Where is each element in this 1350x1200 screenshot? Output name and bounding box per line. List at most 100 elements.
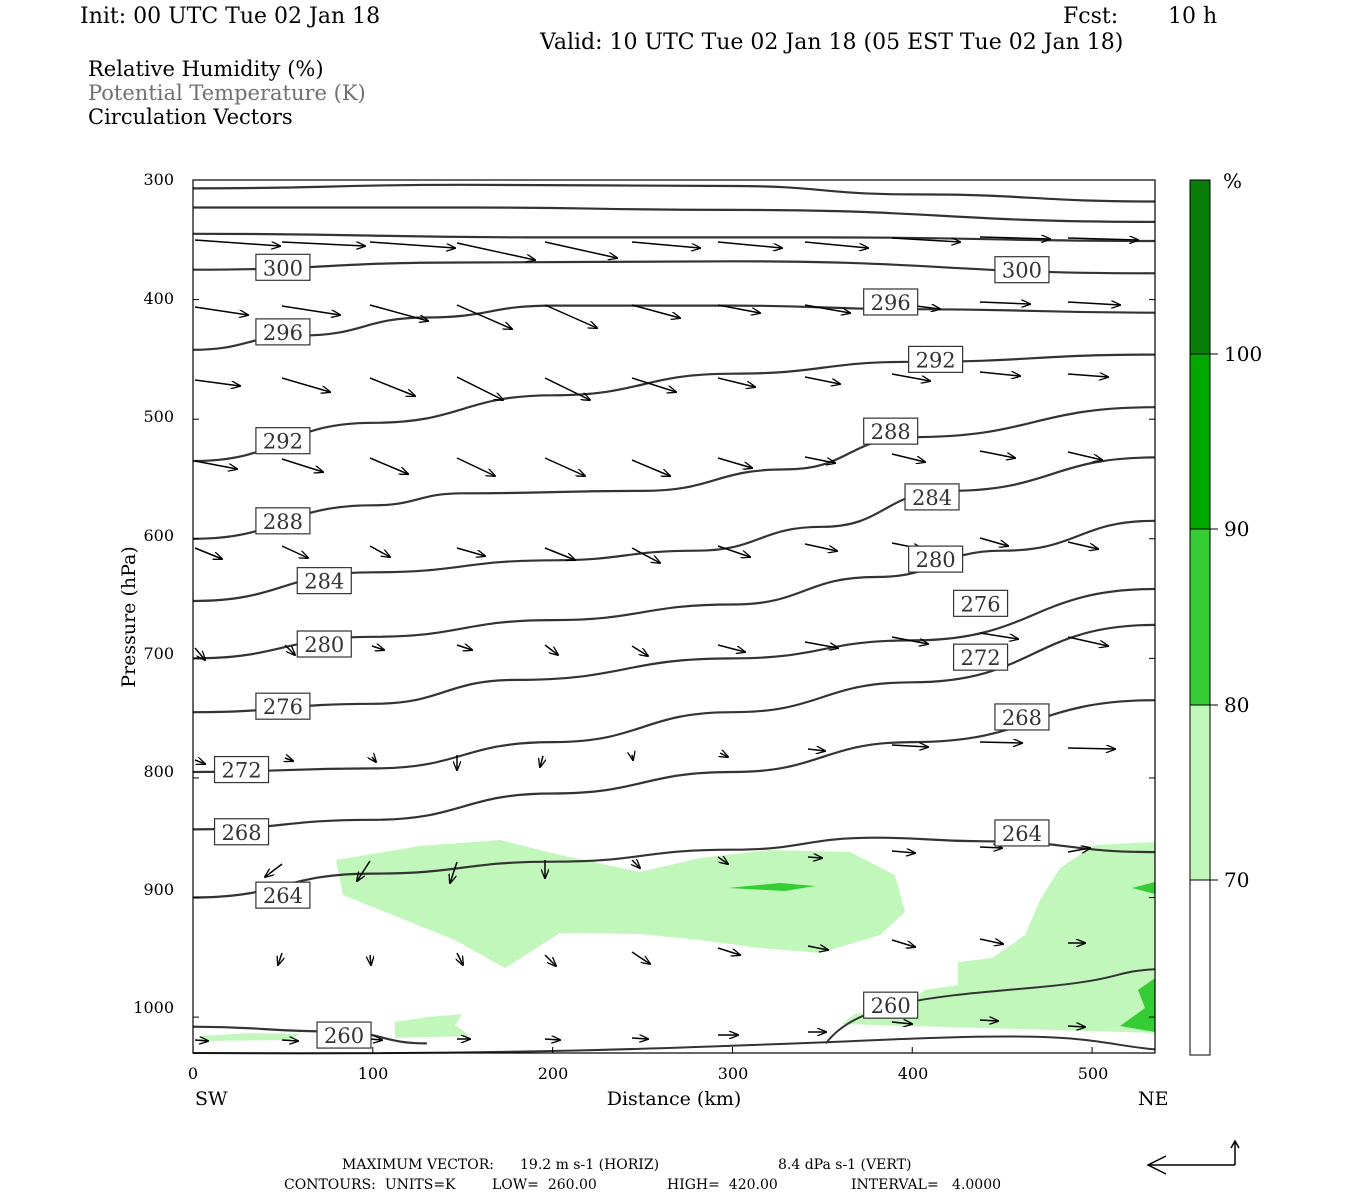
circulation-vector [369, 457, 408, 474]
circulation-vector [544, 377, 590, 400]
y-tick-label: 900 [143, 880, 174, 899]
circulation-vector [979, 372, 1020, 376]
circulation-vector [1067, 541, 1098, 549]
theta-label-text: 264 [1002, 822, 1042, 846]
circulation-vector [891, 851, 915, 853]
theta-label-text: 284 [912, 486, 952, 510]
circulation-vector [804, 456, 835, 463]
theta-label-box [213, 755, 270, 784]
circulation-vector [804, 543, 837, 551]
theta-label-284: 284 [904, 483, 960, 511]
theta-label-260: 260 [863, 991, 919, 1019]
circulation-vector [450, 861, 458, 883]
circulation-vector [369, 1039, 382, 1040]
rh-area-dark-streak [728, 883, 815, 891]
theta-label-text: 280 [304, 633, 344, 657]
theta-contour-labels: 300 3002962962922922882882842842802802762… [213, 253, 1050, 1049]
theta-label-260: 260 [316, 1021, 372, 1049]
theta-label-296: 296 [255, 318, 311, 346]
circulation-vector [194, 1040, 208, 1041]
forecast-hour-value: 10 h [1168, 4, 1218, 29]
max-vector-horiz: 19.2 m s-1 (HORIZ) [520, 1157, 660, 1173]
circulation-vector [370, 954, 371, 965]
rh-area-right-edge [1132, 882, 1155, 894]
circulation-vector [1067, 451, 1102, 460]
theta-label-box [863, 991, 919, 1019]
colorbar-label: 80 [1224, 693, 1249, 717]
circulation-vectors [194, 237, 1138, 1041]
rh-area-left-bottom-2 [395, 1014, 470, 1038]
theta-label-text: 264 [263, 884, 303, 908]
theta-label-box [213, 818, 270, 846]
theta-label-text: 268 [222, 821, 262, 845]
legend-rh: Relative Humidity (%) [88, 57, 324, 81]
theta-label-284: 284 [296, 567, 352, 595]
theta-label-box [296, 567, 352, 595]
circulation-vector [717, 377, 755, 387]
circulation-vector [544, 1039, 560, 1040]
circulation-vector [979, 302, 1030, 304]
colorbar-box-2 [1189, 528, 1211, 706]
theta-label-text: 276 [961, 592, 1001, 616]
y-tick-label: 400 [143, 289, 174, 308]
circulation-vector [804, 241, 868, 248]
max-vector-label: MAXIMUM VECTOR: [342, 1157, 494, 1173]
circulation-vector [891, 939, 915, 947]
theta-label-292: 292 [255, 427, 311, 455]
theta-label-box [908, 545, 964, 573]
theta-label-text: 284 [304, 570, 344, 594]
theta-label-text: 288 [871, 420, 911, 444]
circulation-vector [1067, 374, 1108, 377]
colorbar-box-1 [1189, 704, 1211, 881]
contours-low: LOW= 260.00 [492, 1177, 597, 1193]
x-tick-label: 500 [1078, 1064, 1109, 1083]
circulation-vector [265, 863, 283, 877]
rh-colorbar: 70 80 90 100 % [1189, 169, 1262, 1056]
circulation-vector [194, 239, 280, 246]
theta-label-272: 272 [952, 643, 1009, 671]
theta-label-text: 268 [1002, 706, 1042, 730]
theta-label-text: 292 [263, 430, 303, 454]
circulation-vector [281, 241, 365, 246]
circulation-vector [544, 547, 575, 560]
circulation-vector [284, 644, 295, 655]
theta-label-box [255, 881, 311, 909]
y-axis-title: Pressure (hPa) [118, 546, 140, 688]
plot-frame [192, 179, 1156, 1054]
rh-area-right-med [1120, 978, 1155, 1032]
circulation-vector [717, 947, 740, 955]
circulation-vector [194, 460, 237, 469]
rh-area-left-bottom [200, 1033, 300, 1041]
circulation-vector [891, 636, 928, 644]
circulation-vector [717, 304, 760, 313]
circulation-vector [804, 641, 838, 648]
circulation-vector [194, 547, 222, 559]
theta-label-264: 264 [994, 819, 1050, 847]
theta-label-box [863, 417, 919, 445]
circulation-vector [281, 305, 340, 315]
theta-contour-288 [192, 406, 1156, 540]
theta-label-text: 296 [263, 321, 303, 345]
y-tick-labels: 300 400 500 600 700 800 900 1000 [133, 170, 174, 1017]
theta-label-268: 268 [213, 818, 270, 846]
theta-label-box [255, 692, 311, 720]
circulation-vector [804, 304, 850, 313]
circulation-vector [281, 545, 308, 558]
circulation-vector [979, 1020, 998, 1021]
circulation-vector [456, 457, 495, 476]
x-tick-labels: 0 100 200 300 400 500 [188, 1064, 1108, 1083]
circulation-vector [456, 242, 535, 260]
colorbar-unit: % [1223, 169, 1242, 193]
theta-contour-300 [192, 260, 1156, 275]
legend-theta: Potential Temperature (K) [88, 81, 366, 105]
theta-label-300: 300 [255, 253, 311, 281]
circulation-vector [631, 1038, 648, 1039]
theta-label-300: 300 [994, 256, 1050, 284]
axis-ticks [192, 179, 1155, 1053]
y-tick-label: 1000 [133, 998, 174, 1017]
circulation-vector [369, 241, 455, 248]
circulation-vector [1067, 238, 1138, 240]
theta-contour-280 [192, 519, 1156, 660]
valid-time: Valid: 10 UTC Tue 02 Jan 18 (05 EST Tue … [540, 30, 1124, 55]
circulation-vector [544, 241, 617, 258]
